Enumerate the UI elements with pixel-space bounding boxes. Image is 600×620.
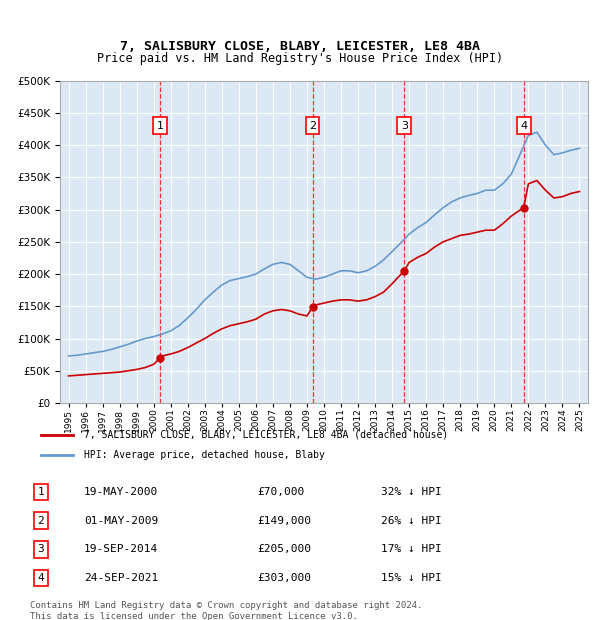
Text: 32% ↓ HPI: 32% ↓ HPI — [381, 487, 442, 497]
Text: 7, SALISBURY CLOSE, BLABY, LEICESTER, LE8 4BA: 7, SALISBURY CLOSE, BLABY, LEICESTER, LE… — [120, 40, 480, 53]
Text: 1: 1 — [157, 121, 164, 131]
Text: 19-SEP-2014: 19-SEP-2014 — [84, 544, 158, 554]
Text: 7, SALISBURY CLOSE, BLABY, LEICESTER, LE8 4BA (detached house): 7, SALISBURY CLOSE, BLABY, LEICESTER, LE… — [84, 430, 448, 440]
Text: 01-MAY-2009: 01-MAY-2009 — [84, 515, 158, 526]
Text: 2: 2 — [309, 121, 316, 131]
Text: HPI: Average price, detached house, Blaby: HPI: Average price, detached house, Blab… — [84, 450, 325, 460]
Text: 4: 4 — [37, 573, 44, 583]
Text: £303,000: £303,000 — [257, 573, 311, 583]
Text: 3: 3 — [37, 544, 44, 554]
Text: 17% ↓ HPI: 17% ↓ HPI — [381, 544, 442, 554]
Text: 4: 4 — [520, 121, 527, 131]
Text: 2: 2 — [37, 515, 44, 526]
Text: 26% ↓ HPI: 26% ↓ HPI — [381, 515, 442, 526]
Text: 24-SEP-2021: 24-SEP-2021 — [84, 573, 158, 583]
Text: 19-MAY-2000: 19-MAY-2000 — [84, 487, 158, 497]
Text: £149,000: £149,000 — [257, 515, 311, 526]
Text: £70,000: £70,000 — [257, 487, 304, 497]
Text: £205,000: £205,000 — [257, 544, 311, 554]
Text: 1: 1 — [37, 487, 44, 497]
Text: 3: 3 — [401, 121, 408, 131]
Text: Contains HM Land Registry data © Crown copyright and database right 2024.
This d: Contains HM Land Registry data © Crown c… — [30, 601, 422, 620]
Text: 15% ↓ HPI: 15% ↓ HPI — [381, 573, 442, 583]
Text: Price paid vs. HM Land Registry's House Price Index (HPI): Price paid vs. HM Land Registry's House … — [97, 53, 503, 65]
